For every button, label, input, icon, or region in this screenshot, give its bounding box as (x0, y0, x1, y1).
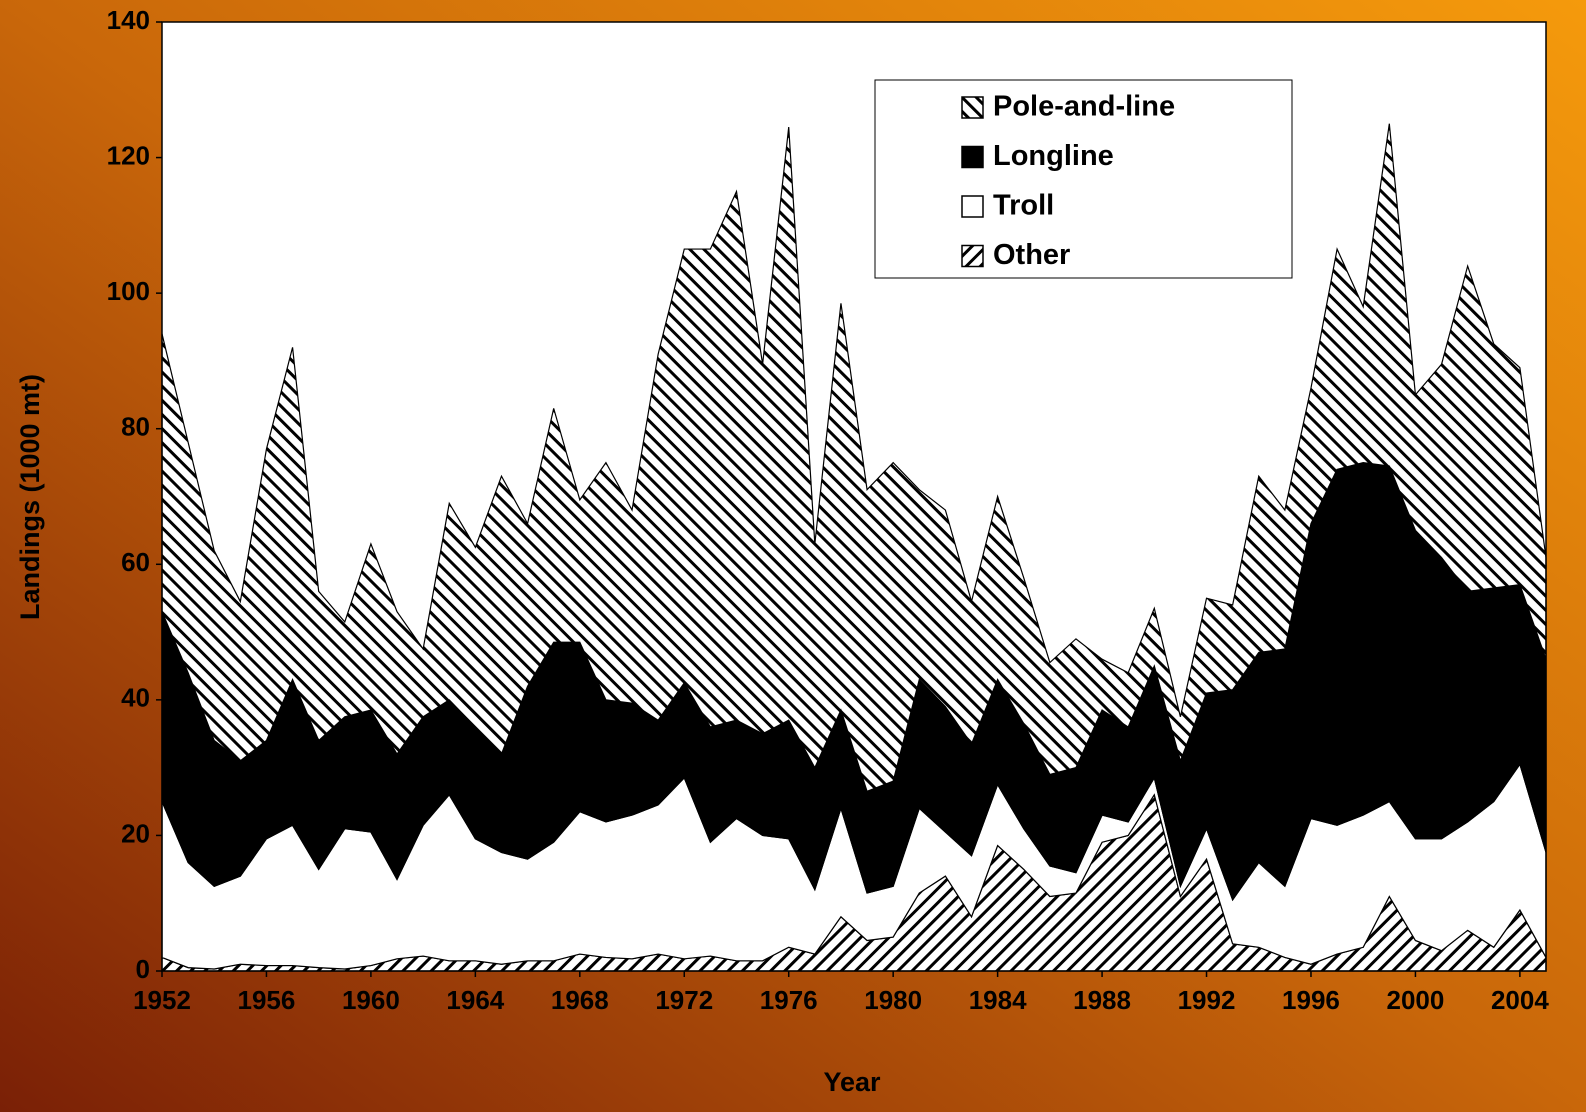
x-tick-label: 1980 (864, 985, 922, 1015)
legend-label: Longline (993, 140, 1114, 172)
legend-label: Other (993, 239, 1070, 271)
legend-swatch (961, 96, 984, 119)
x-tick-label: 1992 (1178, 985, 1236, 1015)
legend-swatch (961, 195, 984, 218)
x-tick-label: 2004 (1491, 985, 1549, 1015)
y-tick-label: 80 (121, 412, 150, 442)
y-tick-label: 40 (121, 683, 150, 713)
x-tick-label: 1976 (760, 985, 818, 1015)
x-tick-label: 1988 (1073, 985, 1131, 1015)
legend (874, 79, 1293, 279)
legend-swatch (961, 145, 984, 169)
plot-frame (161, 21, 1547, 972)
y-tick-label: 140 (107, 5, 150, 35)
legend-label: Troll (993, 190, 1054, 222)
y-tick-label: 100 (107, 276, 150, 306)
x-tick-label: 1972 (655, 985, 713, 1015)
x-tick-label: 1996 (1282, 985, 1340, 1015)
x-tick-label: 1984 (969, 985, 1027, 1015)
y-tick-label: 0 (136, 954, 150, 984)
x-tick-label: 1952 (133, 985, 191, 1015)
x-tick-label: 1960 (342, 985, 400, 1015)
y-tick-label: 60 (121, 547, 150, 577)
y-axis-title: Landings (1000 mt) (15, 374, 45, 620)
x-tick-label: 2000 (1387, 985, 1445, 1015)
y-tick-label: 20 (121, 818, 150, 848)
x-tick-label: 1964 (446, 985, 504, 1015)
y-tick-label: 120 (107, 140, 150, 170)
x-tick-label: 1956 (238, 985, 296, 1015)
x-axis-title: Year (823, 1067, 881, 1097)
legend-label: Pole-and-line (993, 91, 1175, 123)
x-tick-label: 1968 (551, 985, 609, 1015)
legend-swatch (961, 244, 984, 268)
